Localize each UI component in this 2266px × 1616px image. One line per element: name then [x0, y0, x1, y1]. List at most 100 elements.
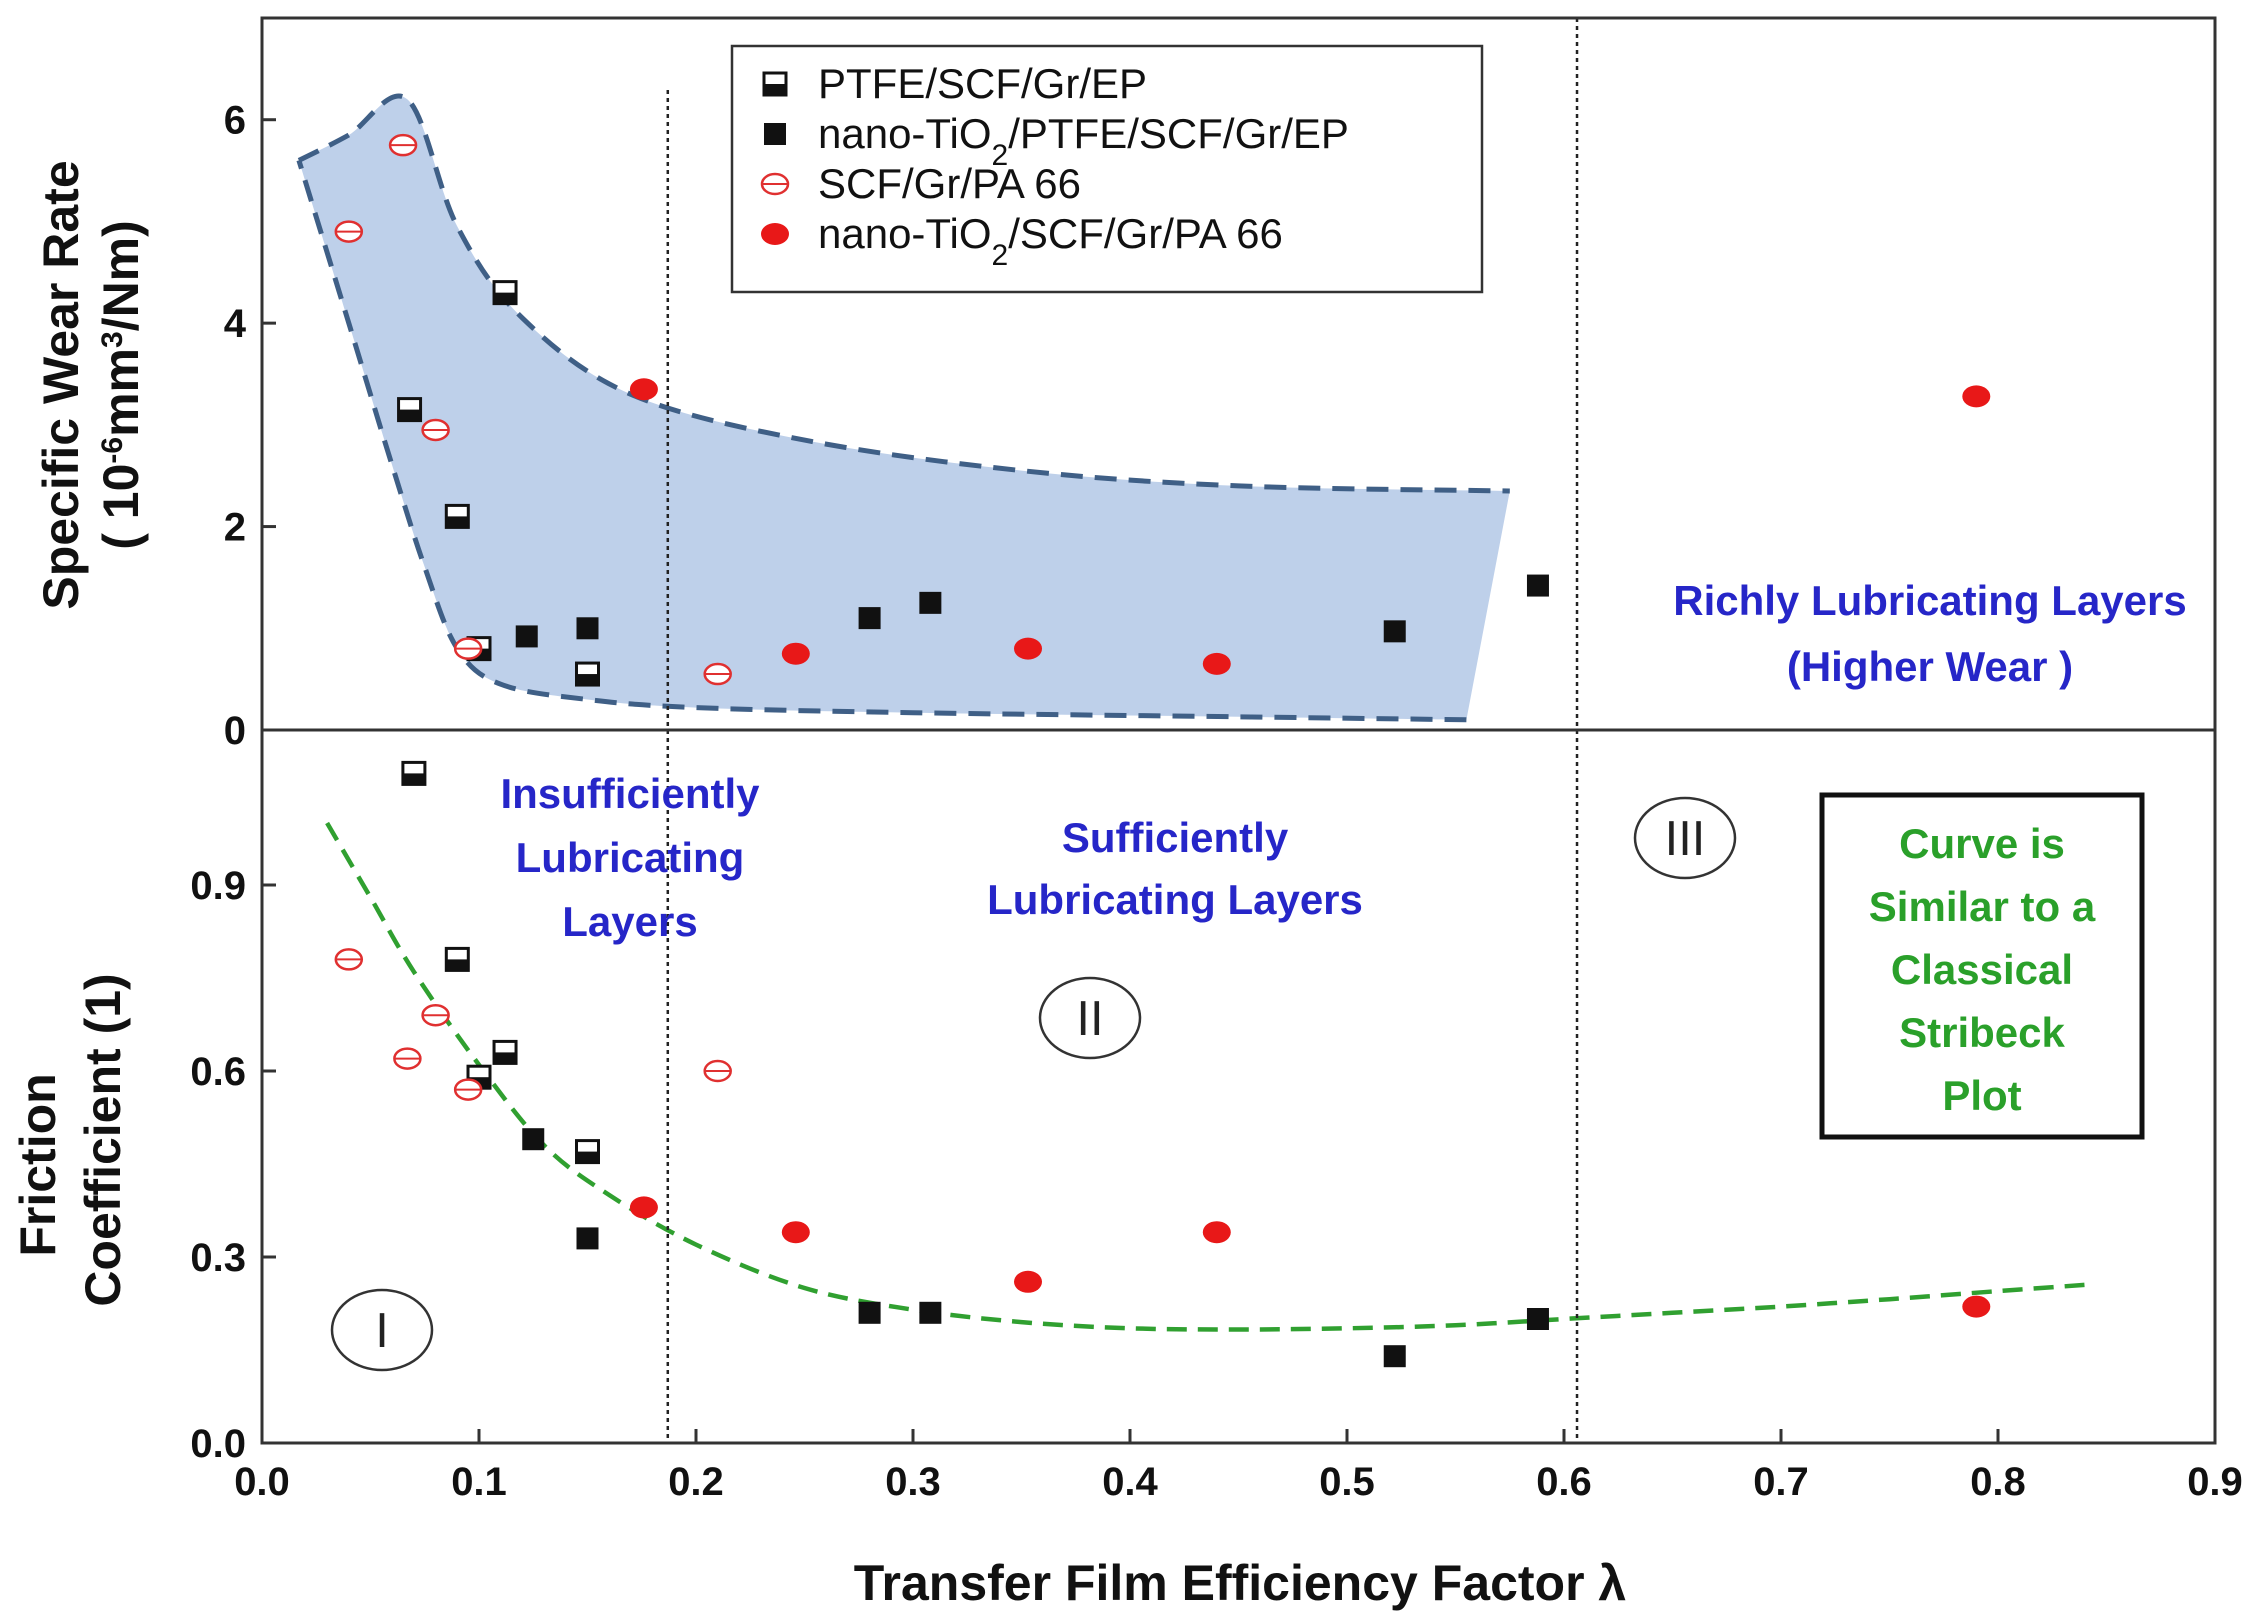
legend-text: SCF/Gr/PA 66	[818, 160, 1081, 207]
friction-point-series-4	[1014, 1270, 1043, 1293]
x-tick-label: 0.5	[1319, 1460, 1375, 1504]
friction-point-series-2	[1383, 1345, 1406, 1368]
wear-rate-band-layer	[296, 93, 1510, 723]
stribeck-note-line: Similar to a	[1869, 883, 2096, 930]
wear-point-series-2	[515, 625, 538, 648]
friction-point-series-4	[781, 1221, 810, 1244]
region-numeral: I	[375, 1304, 389, 1358]
legend-marker-2	[764, 123, 786, 145]
marker-fill-half	[398, 409, 421, 421]
wear-point-series-1	[397, 397, 423, 423]
legend-label-3: SCF/Gr/PA 66	[818, 160, 1081, 207]
friction-point-series-3	[393, 1047, 422, 1070]
friction-point-series-3	[703, 1059, 732, 1083]
wear-point-series-3	[334, 220, 364, 243]
legend-text: /PTFE/SCF/Gr/EP	[1008, 110, 1349, 157]
wear-point-series-3	[703, 662, 732, 686]
region-1-label: Insufficiently	[500, 770, 760, 817]
wear-point-series-2	[919, 591, 942, 614]
x-tick-label: 0.9	[2187, 1460, 2243, 1504]
wear-point-series-2	[1526, 574, 1549, 597]
region-1-label: Layers	[562, 898, 697, 945]
x-tick-label: 0.3	[885, 1460, 941, 1504]
x-tick-label: 0.2	[668, 1460, 724, 1504]
wear-point-series-1	[575, 661, 600, 687]
superscript: -6	[96, 437, 129, 464]
wear-point-series-3	[421, 418, 450, 442]
region-numeral-circle	[330, 1288, 434, 1372]
label-part: ( 10	[93, 464, 149, 550]
friction-point-series-1	[444, 946, 470, 972]
friction-trend-curve	[325, 821, 2085, 1332]
friction-y-tick-label: 0.9	[190, 864, 246, 908]
wear-point-series-2	[858, 607, 881, 630]
wear-point-series-3	[453, 637, 483, 660]
wear-y-axis-label-line1: Specific Wear Rate	[33, 160, 89, 609]
label-part: /Nm)	[93, 220, 149, 331]
marker-fill-half	[576, 1151, 599, 1163]
legend-marker-1	[762, 71, 788, 97]
curve-layer	[325, 821, 2085, 1332]
wear-point-series-3	[388, 133, 418, 157]
friction-point-series-1	[575, 1139, 600, 1165]
friction-y-tick-label: 0.6	[190, 1050, 246, 1094]
legend-marker-3	[760, 172, 790, 196]
stribeck-note-box	[1819, 792, 2145, 1140]
friction-y-axis-label-line2: Coefficient (1)	[75, 973, 131, 1306]
legend-text: nano-TiO	[818, 210, 992, 257]
wear-band-fill	[298, 95, 1510, 720]
wear-point-series-2	[576, 617, 599, 640]
friction-point-series-2	[1526, 1308, 1549, 1330]
friction-point-series-1	[401, 760, 427, 786]
region-3-label: (Higher Wear )	[1787, 643, 2073, 690]
stribeck-note-line: Plot	[1942, 1072, 2021, 1119]
wear-point-series-1	[492, 280, 518, 306]
region-2-label: Sufficiently	[1062, 814, 1289, 861]
marker-fill-half	[446, 959, 469, 971]
legend-label-2: nano-TiO2/PTFE/SCF/Gr/EP	[818, 110, 1349, 172]
stribeck-note-line: Stribeck	[1899, 1009, 2065, 1056]
region-3-label: Richly Lubricating Layers	[1673, 577, 2186, 624]
friction-point-series-2	[858, 1301, 881, 1324]
legend: PTFE/SCF/Gr/EPnano-TiO2/PTFE/SCF/Gr/EPSC…	[730, 44, 1484, 294]
wear-point-series-1	[444, 503, 470, 529]
marker-fill-half	[446, 516, 469, 528]
annotation-layer: Transfer Film Efficiency Factor λ Specifi…	[10, 160, 2187, 1611]
wear-point-series-4	[1014, 637, 1043, 660]
wear-y-tick-label: 0	[224, 709, 246, 753]
legend-subscript: 2	[992, 239, 1009, 272]
region-1-label: Lubricating	[516, 834, 745, 881]
friction-point-series-3	[334, 948, 364, 971]
x-tick-label: 0.6	[1536, 1460, 1592, 1504]
x-tick-label: 0.1	[451, 1460, 507, 1504]
marker-fill-half	[764, 84, 786, 95]
x-tick-label: 0.0	[234, 1460, 290, 1504]
label-part: mm	[93, 348, 149, 437]
wear-y-tick-label: 6	[224, 99, 246, 143]
legend-text: /SCF/Gr/PA 66	[1008, 210, 1283, 257]
x-axis-label: Transfer Film Efficiency Factor λ	[854, 1555, 1627, 1611]
friction-point-series-2	[522, 1128, 545, 1151]
legend-text: nano-TiO	[818, 110, 992, 157]
friction-y-axis-label-line1: Friction	[10, 1073, 66, 1256]
marker-fill-half	[494, 292, 517, 304]
friction-y-tick-label: 0.0	[190, 1422, 246, 1466]
x-tick-label: 0.4	[1102, 1460, 1158, 1504]
stribeck-note-line: Classical	[1891, 946, 2073, 993]
data-point-layer	[334, 133, 1991, 1368]
wear-point-series-2	[1383, 620, 1406, 643]
marker-fill-half	[494, 1052, 517, 1064]
wear-point-series-4	[1962, 385, 1991, 408]
friction-point-series-4	[1202, 1221, 1231, 1244]
region-numeral-circle	[1633, 796, 1737, 880]
friction-point-series-2	[576, 1227, 599, 1250]
wear-y-axis-label-line2: ( 10-6mm3/Nm)	[93, 220, 149, 550]
wear-y-tick-label: 2	[224, 506, 246, 550]
region-numeral: III	[1665, 812, 1706, 866]
friction-point-series-3	[421, 1003, 450, 1027]
friction-point-series-1	[492, 1039, 518, 1065]
friction-point-series-4	[629, 1196, 658, 1219]
legend-marker-4	[761, 223, 789, 245]
x-tick-label: 0.7	[1753, 1460, 1809, 1504]
legend-text: PTFE/SCF/Gr/EP	[818, 60, 1147, 107]
